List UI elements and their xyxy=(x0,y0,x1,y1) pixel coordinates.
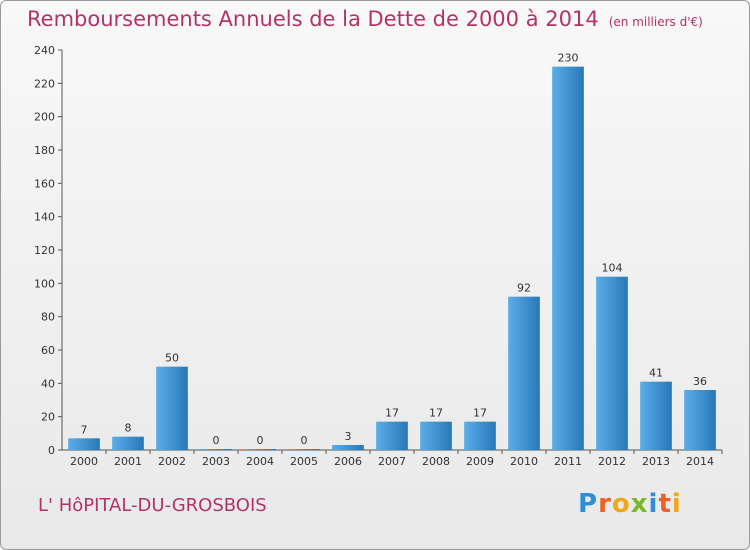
value-label: 41 xyxy=(649,367,663,380)
bar xyxy=(332,445,364,450)
chart-title: Remboursements Annuels de la Dette de 20… xyxy=(27,7,703,31)
commune-name: L' HôPITAL-DU-GROSBOIS xyxy=(38,495,267,516)
x-tick-label: 2013 xyxy=(642,455,670,468)
x-tick-label: 2012 xyxy=(598,455,626,468)
y-tick-label: 0 xyxy=(48,444,55,457)
bar xyxy=(288,449,320,450)
value-label: 104 xyxy=(602,262,623,275)
bar xyxy=(552,66,584,451)
logo-letter: i xyxy=(648,489,659,519)
bar xyxy=(244,449,276,450)
value-label: 0 xyxy=(301,434,308,447)
value-label: 230 xyxy=(558,52,579,65)
x-tick-label: 2001 xyxy=(114,455,142,468)
x-tick-label: 2007 xyxy=(378,455,406,468)
bar xyxy=(508,296,540,450)
bar xyxy=(596,276,628,450)
bar xyxy=(420,421,452,450)
value-label: 50 xyxy=(165,352,179,365)
y-tick-label: 200 xyxy=(34,111,55,124)
value-label: 8 xyxy=(125,422,132,435)
y-tick-label: 100 xyxy=(34,277,55,290)
x-tick-label: 2009 xyxy=(466,455,494,468)
bars-group: 7 8 50 0 0 0 3 17 17 17 92 230 104 41 36 xyxy=(68,52,716,451)
x-tick-label: 2011 xyxy=(554,455,582,468)
x-tick-label: 2000 xyxy=(70,455,98,468)
bar xyxy=(376,421,408,450)
y-tick-label: 220 xyxy=(34,77,55,90)
y-tick-label: 160 xyxy=(34,177,55,190)
bar xyxy=(200,449,232,450)
y-tick-label: 120 xyxy=(34,244,55,257)
y-tick-label: 20 xyxy=(41,411,55,424)
value-label: 17 xyxy=(429,407,443,420)
value-label: 3 xyxy=(345,430,352,443)
x-tick-label: 2006 xyxy=(334,455,362,468)
x-tick-label: 2002 xyxy=(158,455,186,468)
x-tick-label: 2004 xyxy=(246,455,274,468)
bar xyxy=(684,390,716,450)
value-label: 92 xyxy=(517,282,531,295)
logo-letter: P xyxy=(578,489,599,519)
x-tick-label: 2003 xyxy=(202,455,230,468)
logo-letter: t xyxy=(658,489,672,519)
value-label: 17 xyxy=(385,407,399,420)
y-tick-label: 180 xyxy=(34,144,55,157)
value-label: 36 xyxy=(693,375,707,388)
y-tick-label: 140 xyxy=(34,211,55,224)
x-tick-label: 2014 xyxy=(686,455,714,468)
x-tick-label: 2008 xyxy=(422,455,450,468)
y-tick-label: 60 xyxy=(41,344,55,357)
y-tick-label: 40 xyxy=(41,377,55,390)
bar xyxy=(640,381,672,450)
value-label: 17 xyxy=(473,407,487,420)
value-label: 7 xyxy=(81,423,88,436)
logo-letter: i xyxy=(671,489,682,519)
x-tick-label: 2005 xyxy=(290,455,318,468)
bar xyxy=(68,438,100,450)
value-label: 0 xyxy=(213,434,220,447)
title-text: Remboursements Annuels de la Dette de 20… xyxy=(27,7,599,31)
bar xyxy=(156,366,188,450)
unit-label: (en milliers d'€) xyxy=(608,15,703,29)
y-tick-label: 240 xyxy=(34,44,55,57)
bar xyxy=(112,436,144,450)
proxiti-logo[interactable]: Proxiti xyxy=(578,489,682,519)
x-tick-label: 2010 xyxy=(510,455,538,468)
y-tick-label: 80 xyxy=(41,311,55,324)
bar xyxy=(464,421,496,450)
logo-letter: o xyxy=(611,489,631,519)
logo-letter: x xyxy=(630,489,649,519)
logo-letter: r xyxy=(598,489,612,519)
value-label: 0 xyxy=(257,434,264,447)
